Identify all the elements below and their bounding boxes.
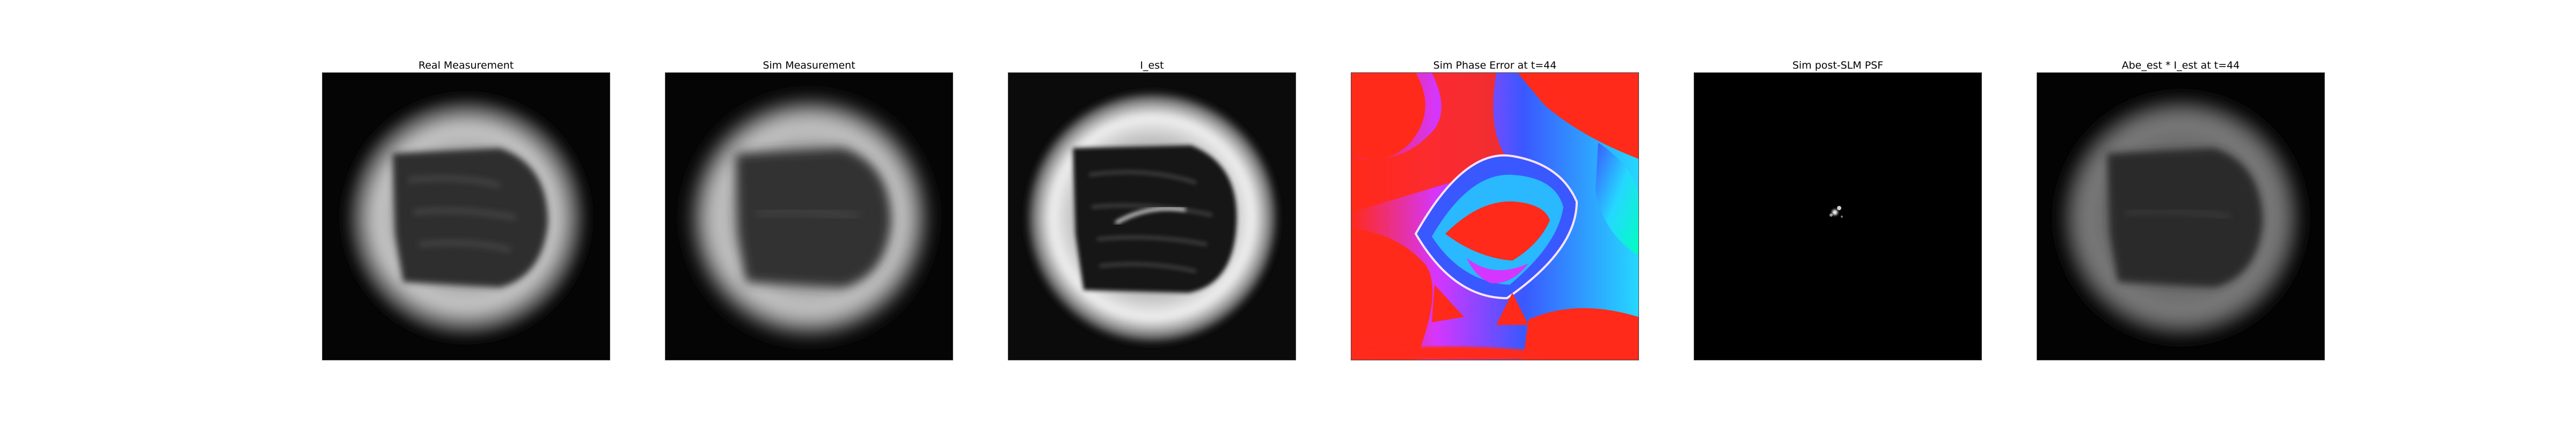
panel-abe-est-i-est: Abe_est * I_est at t=44 <box>2037 58 2325 360</box>
real-measurement-image <box>322 72 610 360</box>
convolved-image <box>2037 72 2325 360</box>
panel-title: Sim Measurement <box>763 60 855 71</box>
panel-title: I_est <box>1140 60 1164 71</box>
panel-sim-post-slm-psf: Sim post-SLM PSF <box>1694 58 1982 360</box>
panel-title: Sim post-SLM PSF <box>1792 60 1884 71</box>
panel-real-measurement: Real Measurement <box>322 58 610 360</box>
panel-title: Abe_est * I_est at t=44 <box>2121 60 2240 71</box>
panel-title: Sim Phase Error at t=44 <box>1433 60 1557 71</box>
panel-title: Real Measurement <box>418 60 514 71</box>
panel-sim-phase-error: Sim Phase Error at t=44 <box>1351 58 1639 360</box>
psf-image <box>1694 72 1982 360</box>
sim-measurement-image <box>665 72 953 360</box>
phase-error-map <box>1351 72 1639 360</box>
panel-sim-measurement: Sim Measurement <box>665 58 953 360</box>
panel-i-est: I_est <box>1008 58 1296 360</box>
i-est-image <box>1008 72 1296 360</box>
